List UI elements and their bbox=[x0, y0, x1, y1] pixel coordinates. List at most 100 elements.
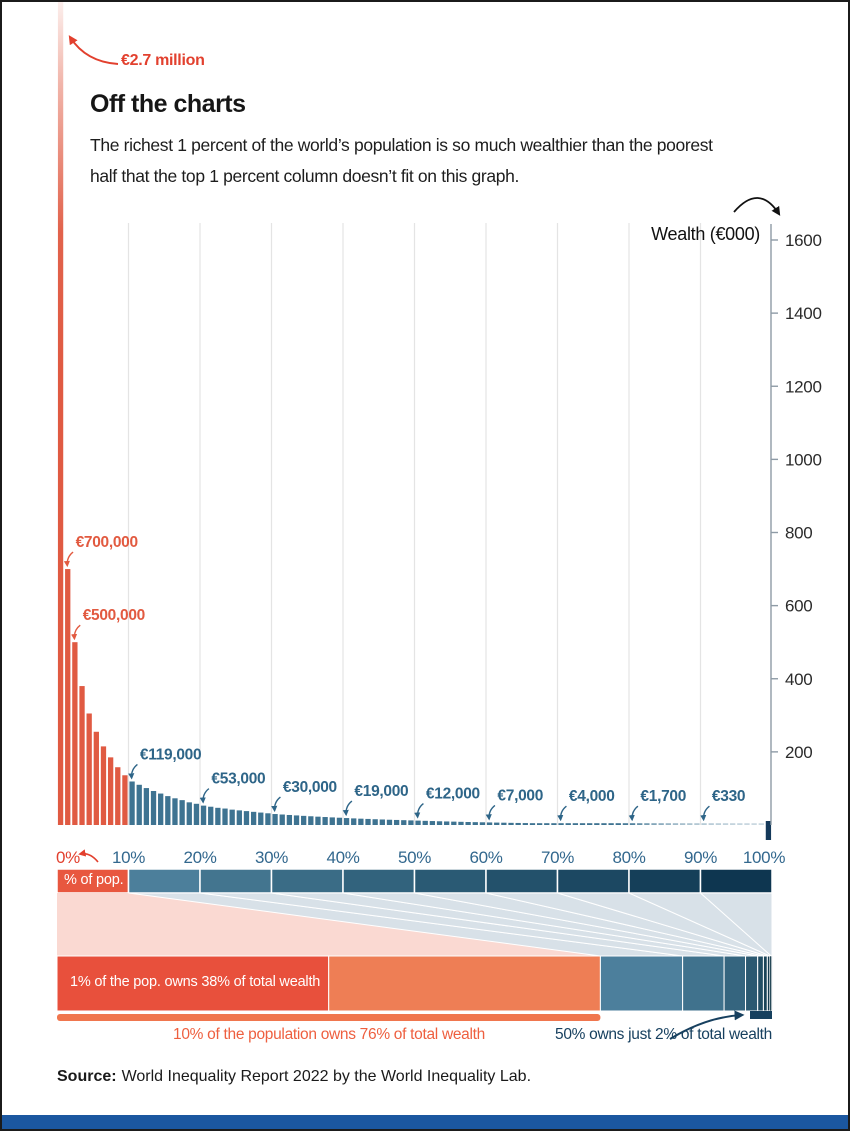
bar-percentile-78 bbox=[608, 823, 614, 825]
bar-percentile-9 bbox=[115, 767, 121, 825]
bar-percentile-37 bbox=[315, 816, 321, 825]
bar-percentile-11 bbox=[129, 781, 135, 825]
bar-percentile-35 bbox=[301, 815, 307, 825]
footer-accent-bar bbox=[2, 1115, 848, 1129]
bar-percentile-98 bbox=[751, 823, 757, 825]
y-axis-title: Wealth (€000) bbox=[651, 224, 760, 244]
bar-percentile-36 bbox=[308, 816, 314, 825]
offchart-curved-arrow-icon bbox=[68, 35, 119, 65]
x-tick-label: 100% bbox=[743, 848, 785, 867]
wealth-axis-curved-arrow-icon bbox=[733, 197, 781, 216]
annotation-arrow-icon bbox=[485, 804, 496, 821]
bar-percentile-86 bbox=[665, 823, 671, 825]
bars-group bbox=[57, 2, 772, 840]
bar-percentile-3 bbox=[72, 642, 78, 825]
bar-percentile-19 bbox=[186, 802, 192, 825]
bar-percentile-40 bbox=[336, 817, 343, 825]
bar-percentile-48 bbox=[393, 819, 400, 825]
bar-percentile-46 bbox=[379, 819, 385, 825]
bar-percentile-43 bbox=[358, 818, 364, 825]
flow-bands-group bbox=[57, 892, 773, 957]
wealth-share-segment-6 bbox=[745, 955, 759, 1012]
annotation-arrow-icon bbox=[414, 803, 424, 819]
wealth-share-segment-11 bbox=[771, 955, 773, 1012]
bar-percentile-47 bbox=[386, 819, 393, 825]
source-prefix: Source: bbox=[57, 1068, 117, 1085]
y-axis-group: 200 400 600 800 1000 1200 1400 1600 bbox=[770, 224, 822, 825]
bar-percentile-70 bbox=[551, 823, 557, 825]
bar-percentile-5 bbox=[86, 713, 92, 825]
bar-percentile-2 bbox=[65, 569, 71, 825]
bar-percentile-91 bbox=[701, 823, 707, 825]
bar-percentile-22 bbox=[208, 806, 214, 825]
x-tick-label: 80% bbox=[612, 848, 645, 867]
bar-percentile-29 bbox=[258, 812, 264, 825]
bar-percentile-71 bbox=[558, 823, 564, 825]
bar-percentile-89 bbox=[687, 823, 693, 825]
bar-percentile-84 bbox=[651, 823, 657, 825]
bottom50-dash bbox=[750, 1011, 772, 1019]
bar-percentile-55 bbox=[444, 821, 450, 825]
bar-percentile-67 bbox=[529, 823, 536, 825]
y-tick-label: 800 bbox=[785, 524, 812, 543]
annotation-arrow-icon bbox=[63, 551, 74, 568]
bar-percentile-87 bbox=[672, 823, 679, 825]
bar-percentile-88 bbox=[679, 823, 686, 825]
bar-percentile-93 bbox=[715, 823, 722, 825]
bar-percentile-12 bbox=[136, 784, 142, 825]
bar-percentile-17 bbox=[172, 798, 178, 825]
annotation-label: €7,000 bbox=[497, 787, 543, 804]
bar-percentile-26 bbox=[236, 810, 242, 825]
x-tick-label: 0% bbox=[56, 848, 80, 867]
annotation-label: €330 bbox=[712, 788, 745, 805]
bottom50-arrow-icon bbox=[669, 1010, 745, 1040]
bar-percentile-99 bbox=[758, 823, 764, 825]
top1-wealth-share-label: 1% of the pop. owns 38% of total wealth bbox=[70, 974, 321, 990]
annotation-arrow-icon bbox=[342, 800, 353, 817]
bar-percentile-33 bbox=[286, 814, 293, 825]
population-strip-segment-5 bbox=[342, 868, 416, 894]
x-tick-label: 10% bbox=[112, 848, 145, 867]
bar-percentile-75 bbox=[587, 823, 593, 825]
wealth-share-segment-8 bbox=[762, 955, 768, 1012]
bar-percentile-90 bbox=[694, 823, 700, 825]
bar-percentile-27 bbox=[243, 811, 250, 825]
bar-percentile-7 bbox=[100, 746, 107, 825]
y-tick-label: 600 bbox=[785, 597, 812, 616]
annotation-arrow-icon bbox=[128, 763, 138, 780]
bar-percentile-57 bbox=[458, 821, 464, 825]
bar-percentile-96 bbox=[737, 823, 743, 825]
bar-percentile-54 bbox=[436, 821, 443, 825]
wealth-share-bar-group bbox=[56, 955, 773, 1021]
x-tick-label: 90% bbox=[684, 848, 717, 867]
bar-percentile-85 bbox=[658, 823, 664, 825]
bar-percentile-61 bbox=[486, 822, 493, 825]
top10-callout: 10% of the population owns 76% of total … bbox=[173, 1026, 485, 1043]
subtitle-line-1: The richest 1 percent of the world’s pop… bbox=[90, 135, 713, 155]
bar-percentile-100-negative bbox=[765, 821, 772, 840]
wealth-share-segment-4 bbox=[682, 955, 725, 1012]
wealth-share-segment-1 bbox=[56, 955, 330, 1012]
annotation-label: €12,000 bbox=[426, 786, 480, 803]
flow-band-top10 bbox=[57, 893, 601, 956]
bar-percentile-68 bbox=[536, 823, 543, 825]
bar-percentile-20 bbox=[193, 803, 200, 825]
population-strip-segment-1 bbox=[56, 868, 130, 894]
bar-percentile-41 bbox=[343, 818, 350, 825]
annotation-arrow-icon bbox=[271, 796, 281, 813]
population-strip-segment-9 bbox=[628, 868, 702, 894]
page-title: Off the charts bbox=[90, 90, 246, 118]
bar-percentile-79 bbox=[615, 823, 621, 825]
wealth-share-segment-2 bbox=[328, 955, 601, 1012]
x-axis-labels-group: 0% 10% 20% 30% 40% 50% 60% 70% 80% 90% 100% bbox=[56, 848, 786, 867]
bar-percentile-16 bbox=[165, 796, 171, 825]
bar-percentile-60 bbox=[479, 822, 486, 825]
bar-percentile-52 bbox=[422, 820, 428, 825]
bar-percentile-65 bbox=[515, 822, 521, 825]
bar-percentile-58 bbox=[465, 822, 471, 825]
x-tick-label: 60% bbox=[469, 848, 502, 867]
x-tick-label: 50% bbox=[398, 848, 431, 867]
bar-percentile-10 bbox=[122, 775, 128, 825]
bar-percentile-45 bbox=[372, 819, 378, 825]
